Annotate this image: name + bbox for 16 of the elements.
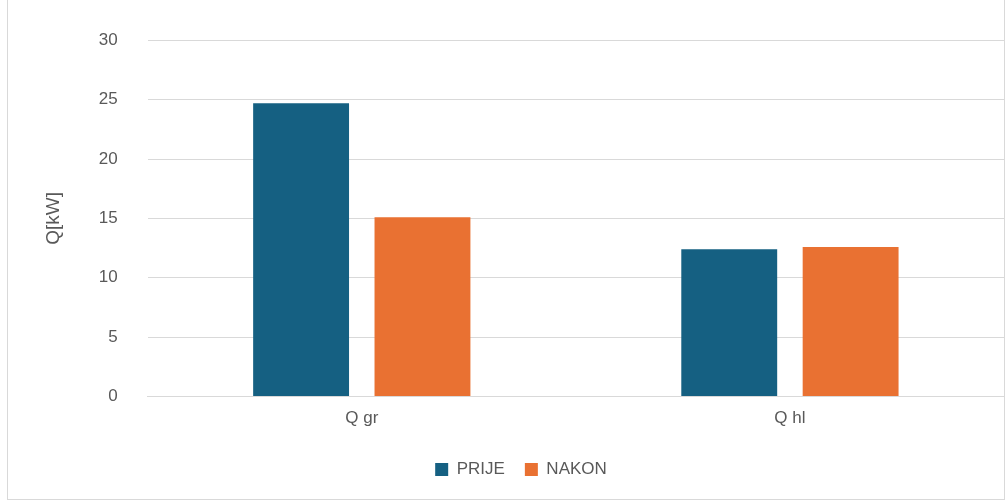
bar	[374, 217, 471, 397]
bar	[681, 249, 778, 397]
y-tick-label: 10	[98, 267, 118, 287]
x-tick-label: Q gr	[345, 408, 379, 428]
y-tick-label: 30	[98, 29, 118, 49]
y-tick-label: 20	[98, 148, 118, 168]
bar	[253, 103, 350, 397]
y-tick-label: 5	[108, 326, 118, 346]
y-tick-label: 0	[108, 386, 118, 406]
y-axis-title: Q[kW]	[41, 192, 63, 245]
legend-label: PRIJE	[456, 459, 505, 479]
y-tick-label: 15	[98, 208, 118, 228]
x-tick-label: Q hl	[774, 408, 806, 428]
legend-label: NAKON	[546, 459, 607, 479]
y-tick-label: 25	[98, 89, 118, 109]
bar	[802, 246, 899, 397]
